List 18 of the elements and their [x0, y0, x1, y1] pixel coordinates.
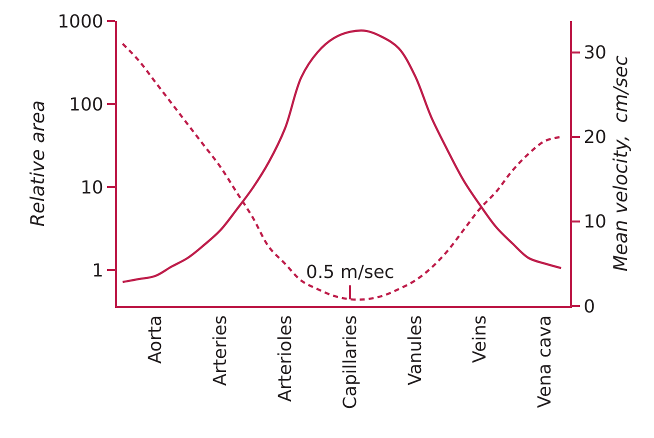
- y2-tick-label: 30: [584, 42, 607, 64]
- y-tick-label: 1000: [58, 11, 104, 32]
- x-tick-label: Veins: [470, 315, 491, 363]
- y-axis-title: Relative area: [26, 100, 49, 227]
- x-tick-label: Capillaries: [340, 315, 361, 410]
- y2-tick-label: 10: [584, 212, 607, 233]
- x-tick-label: Arteries: [210, 315, 231, 386]
- y2-tick-label: 0: [584, 296, 596, 318]
- y2-axis-title: Mean velocity, cm/sec: [610, 54, 632, 272]
- y-tick-label: 100: [69, 94, 104, 116]
- x-tick-label: Aorta: [145, 315, 166, 364]
- x-tick-label: Arterioles: [274, 315, 296, 402]
- y-tick-label: 1: [92, 260, 104, 282]
- x-tick-label: Vanules: [404, 315, 426, 386]
- y2-tick-label: 20: [584, 127, 607, 148]
- y-tick-label: 10: [80, 177, 104, 198]
- x-tick-label: Vena cava: [534, 315, 556, 408]
- annotation: 0.5 m/sec: [306, 262, 394, 283]
